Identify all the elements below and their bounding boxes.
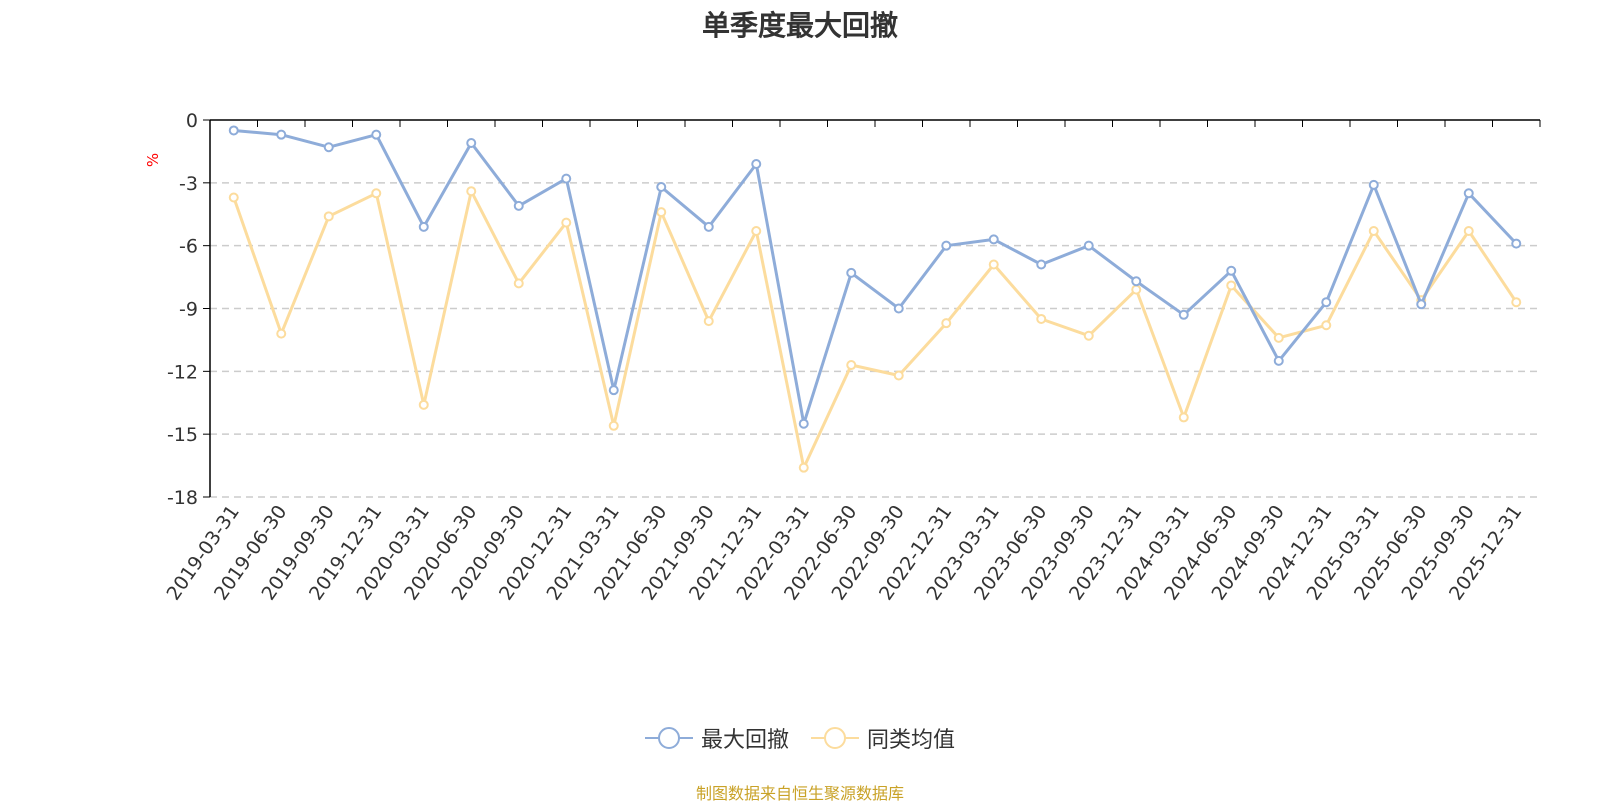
legend-marker-max-drawdown-icon [644, 727, 693, 749]
y-tick-label: -6 [179, 236, 198, 258]
y-tick-label: -12 [167, 361, 198, 383]
data-point [1131, 284, 1142, 295]
legend: 最大回撤 同类均值 [0, 722, 1600, 754]
y-tick-label: -18 [167, 487, 198, 509]
data-point [561, 173, 572, 184]
data-point [1226, 280, 1237, 291]
legend-marker-peer-average-icon [811, 727, 859, 749]
legend-item-peer-average[interactable]: 同类均值 [811, 722, 955, 754]
data-point [418, 399, 429, 410]
data-point [1368, 179, 1379, 190]
data-point [1321, 320, 1332, 331]
y-tick-label: -15 [167, 424, 198, 446]
legend-label-peer-average: 同类均值 [867, 728, 956, 753]
data-point [608, 420, 619, 431]
data-point [1273, 355, 1284, 366]
data-point [466, 186, 477, 197]
legend-label-max-drawdown: 最大回撤 [700, 728, 789, 753]
y-tick-label: -3 [179, 173, 198, 195]
series-line [233, 129, 1518, 426]
data-point [893, 303, 904, 314]
data-point [1463, 226, 1474, 237]
data-point [228, 125, 239, 136]
data-point [893, 370, 904, 381]
series-layer [228, 125, 1522, 473]
data-point [228, 192, 239, 203]
data-point [1321, 297, 1332, 308]
data-point [1463, 188, 1474, 199]
data-point [513, 278, 524, 289]
data-point [371, 188, 382, 199]
data-point [703, 221, 714, 232]
data-point [1273, 332, 1284, 343]
y-axis-unit-label: % [144, 153, 162, 167]
data-point [1368, 226, 1379, 237]
data-point [1083, 240, 1094, 251]
data-point [276, 328, 287, 339]
data-point [513, 200, 524, 211]
data-point [323, 211, 334, 222]
data-point [1511, 297, 1522, 308]
data-point [1178, 309, 1189, 320]
y-tick-label: 0 [186, 110, 198, 132]
chart-title: 单季度最大回撤 [701, 9, 898, 42]
axis-layer: 0-3-6-9-12-15-182019-03-312019-06-302019… [162, 110, 1541, 604]
data-point [1416, 299, 1427, 310]
data-point [846, 267, 857, 278]
data-point [466, 138, 477, 149]
data-point [941, 240, 952, 251]
data-point [846, 360, 857, 371]
data-point [371, 129, 382, 140]
data-point [703, 316, 714, 327]
data-point [1083, 330, 1094, 341]
data-point [656, 207, 667, 218]
data-point [751, 226, 762, 237]
data-point [276, 129, 287, 140]
data-point [988, 259, 999, 270]
data-point [798, 418, 809, 429]
data-point [798, 462, 809, 473]
data-point [656, 182, 667, 193]
data-point [941, 318, 952, 329]
data-point [988, 234, 999, 245]
data-point [561, 217, 572, 228]
legend-item-max-drawdown[interactable]: 最大回撤 [644, 722, 789, 754]
data-point [1036, 313, 1047, 324]
data-point [751, 158, 762, 169]
data-point [323, 142, 334, 153]
data-point [1226, 265, 1237, 276]
data-point [608, 385, 619, 396]
data-point [418, 221, 429, 232]
source-note: 制图数据来自恒生聚源数据库 [695, 784, 904, 803]
data-point [1036, 259, 1047, 270]
y-tick-label: -9 [179, 299, 198, 321]
data-point [1131, 276, 1142, 287]
data-point [1511, 238, 1522, 249]
data-point [1178, 412, 1189, 423]
